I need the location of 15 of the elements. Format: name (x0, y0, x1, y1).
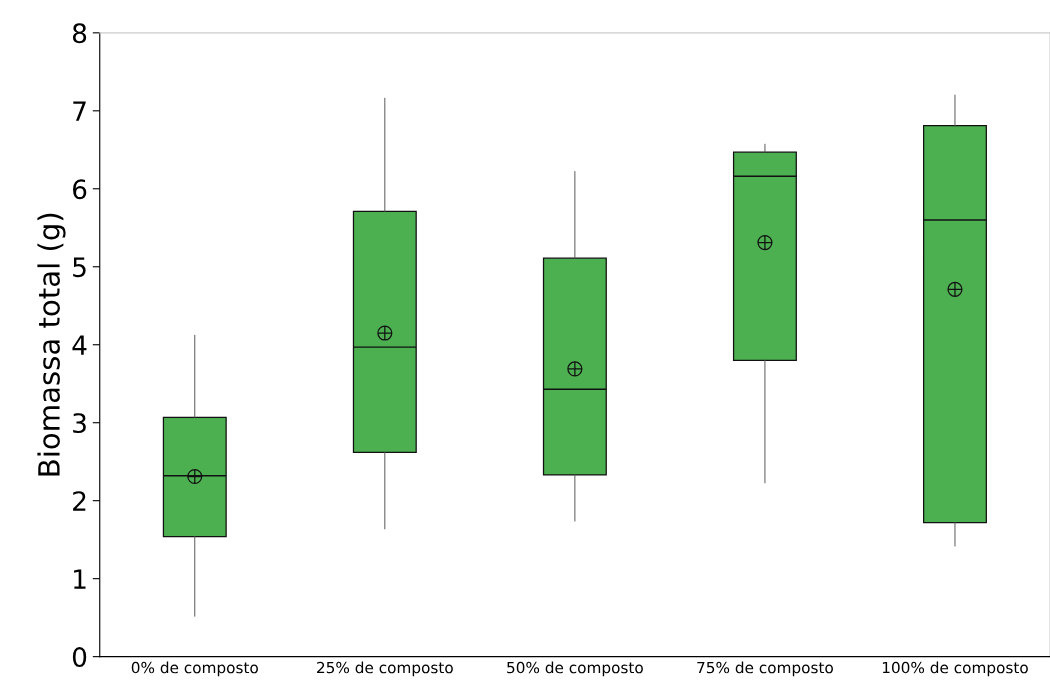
y-tick-label: 2 (73, 491, 86, 511)
x-tick-label: 25% de composto (317, 661, 453, 677)
y-tick-label: 6 (73, 179, 87, 200)
y-tick-label: 8 (72, 23, 87, 44)
x-tick-label: 0% de composto (131, 661, 258, 677)
x-tick-label: 50% de composto (507, 661, 643, 677)
y-tick-label: 7 (73, 101, 86, 121)
y-tick-label: 5 (73, 257, 86, 278)
x-tick-label: 100% de composto (882, 661, 1028, 677)
y-tick-label: 0 (72, 647, 87, 668)
y-tick-label: 1 (74, 569, 86, 589)
x-tick-label: 75% de composto (697, 661, 833, 677)
y-axis-title: Biomassa total (g) (37, 213, 66, 476)
y-tick-label: 4 (72, 335, 87, 355)
y-tick-label: 3 (73, 413, 86, 434)
